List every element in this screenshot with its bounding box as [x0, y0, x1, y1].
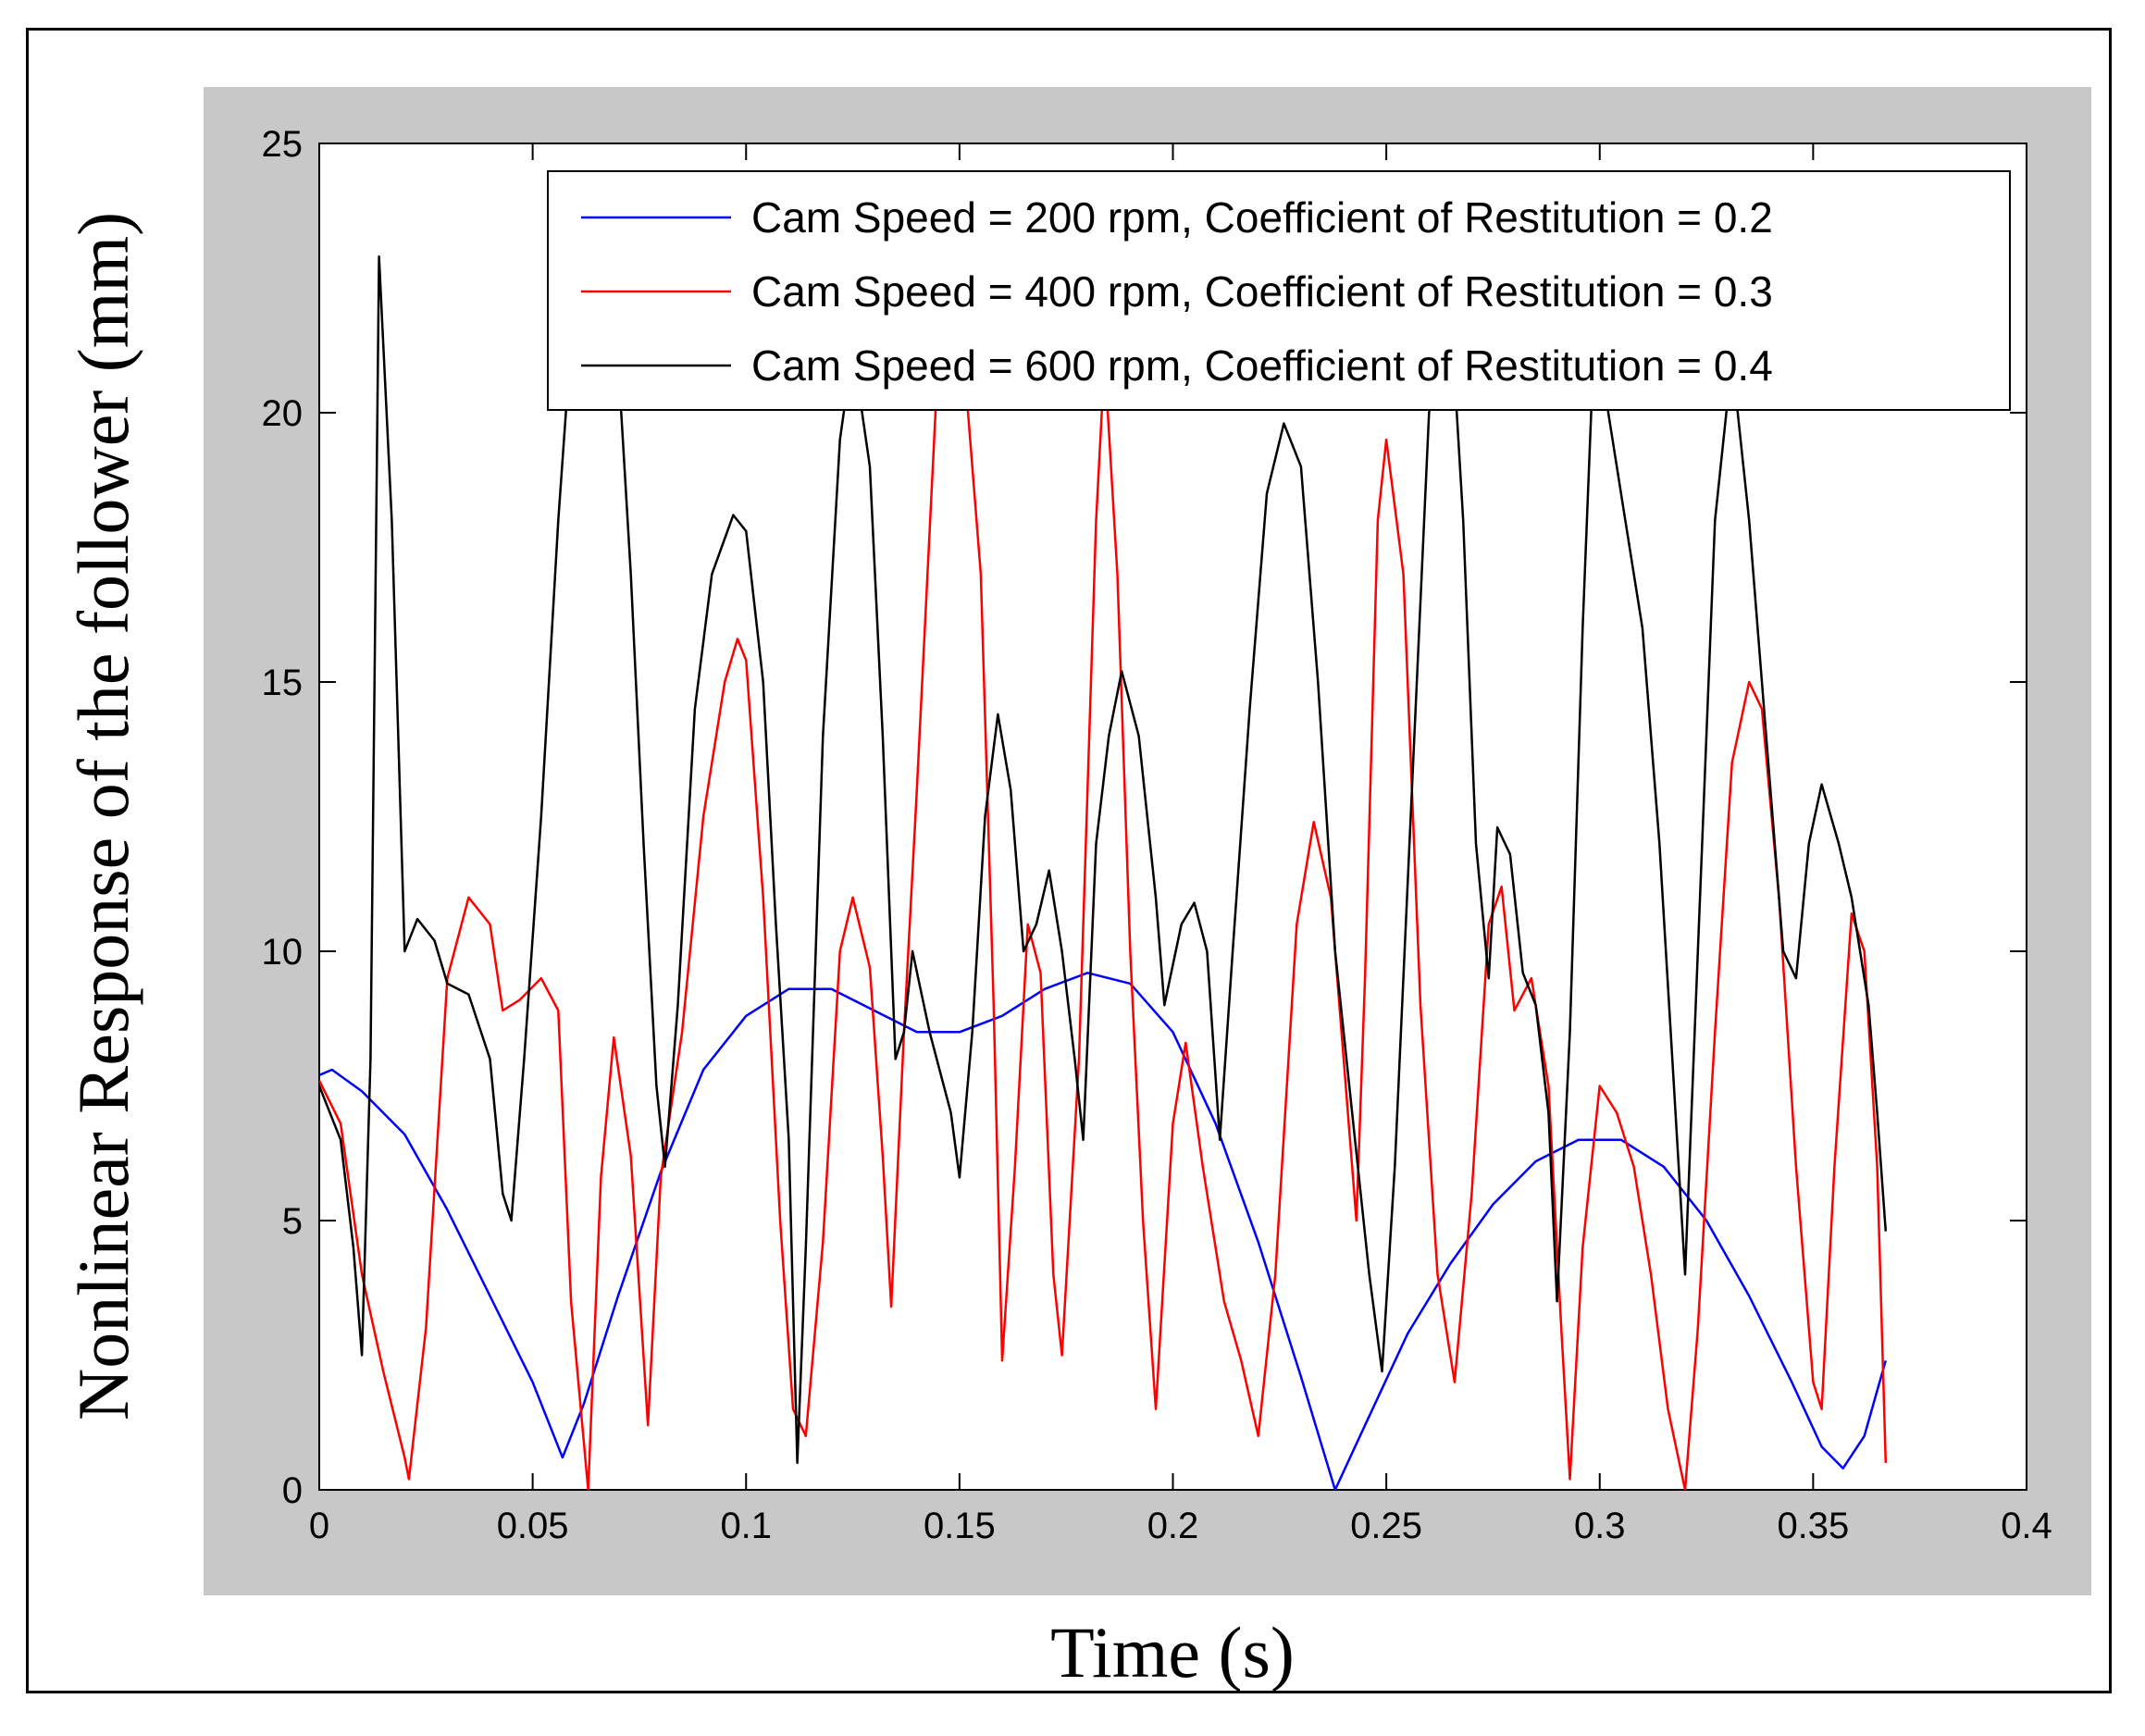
y-tick-label: 25 — [262, 124, 304, 165]
series-line-400rpm — [319, 304, 1888, 1490]
x-tick-label: 0.2 — [1147, 1506, 1199, 1546]
series-line-200rpm — [319, 972, 1888, 1490]
x-tick-label: 0.35 — [1777, 1506, 1849, 1546]
x-axis-label: Time (s) — [1050, 1612, 1295, 1693]
x-tick-label: 0.15 — [924, 1506, 996, 1546]
x-tick-label: 0.4 — [2001, 1506, 2052, 1546]
y-tick-label: 5 — [282, 1201, 303, 1242]
x-tick-label: 0.1 — [720, 1506, 772, 1546]
x-tick-label: 0.25 — [1350, 1506, 1422, 1546]
y-tick-label: 0 — [282, 1470, 303, 1511]
x-tick-label: 0 — [309, 1506, 329, 1546]
legend-label-200rpm: Cam Speed = 200 rpm, Coefficient of Rest… — [751, 193, 1773, 242]
x-tick-label: 0.3 — [1574, 1506, 1626, 1546]
y-tick-label: 20 — [262, 393, 304, 434]
legend-label-600rpm: Cam Speed = 600 rpm, Coefficient of Rest… — [751, 341, 1773, 390]
y-axis-label: Nonlinear Response of the follower (mm) — [63, 212, 143, 1420]
y-tick-label: 15 — [262, 663, 304, 703]
x-tick-label: 0.05 — [497, 1506, 569, 1546]
figure-frame — [26, 28, 2112, 1693]
legend: Cam Speed = 200 rpm, Coefficient of Rest… — [547, 170, 2011, 411]
y-tick-label: 10 — [262, 932, 304, 973]
legend-box — [547, 170, 2011, 411]
legend-label-400rpm: Cam Speed = 400 rpm, Coefficient of Rest… — [751, 267, 1773, 316]
